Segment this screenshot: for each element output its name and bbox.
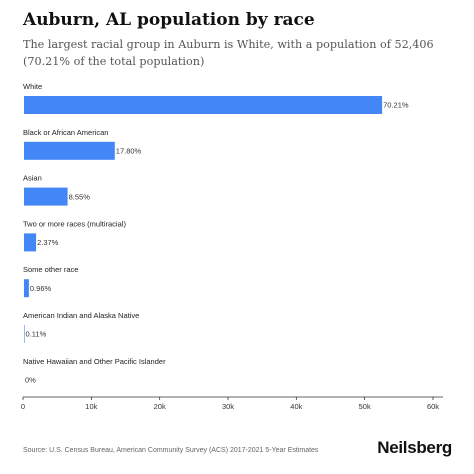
bar [24,96,383,114]
x-tick-label: 40k [290,402,302,411]
data-label: 17.80% [116,147,142,156]
category-label: Some other race [23,265,78,274]
category-label: Black or African American [23,128,108,137]
bar [24,141,115,160]
bar [24,233,37,252]
data-label: 70.21% [383,101,409,110]
source-note: Source: U.S. Census Bureau, American Com… [23,447,319,454]
data-label: 0% [25,376,36,385]
x-tick-label: 10k [85,402,97,411]
x-axis: 0 10k 20k 30k 40k 50k 60k [21,396,443,411]
data-label: 0.96% [30,284,52,293]
x-tick-label: 50k [359,402,371,411]
brand-logo: Neilsberg [377,438,452,457]
chart-title: Auburn, AL population by race [23,10,315,30]
bars-layer: White 70.21% Black or African American 17.8… [23,82,409,385]
bar [24,325,25,343]
category-label: White [23,82,42,91]
data-label: 0.11% [26,330,47,339]
category-label: American Indian and Alaska Native [23,311,139,320]
category-label: Asian [23,174,42,183]
data-label: 8.55% [69,192,91,201]
x-tick-label: 60k [427,402,439,411]
data-label: 2.37% [37,238,59,247]
x-tick-label: 20k [154,402,166,411]
x-tick-label: 0 [21,402,25,411]
bar [24,279,29,298]
bar [24,187,68,206]
x-tick-label: 30k [222,402,234,411]
category-label: Native Hawaiian and Other Pacific Island… [23,357,166,366]
category-label: Two or more races (multiracial) [23,219,126,228]
chart-subtitle: The largest racial group in Auburn is Wh… [23,38,434,68]
